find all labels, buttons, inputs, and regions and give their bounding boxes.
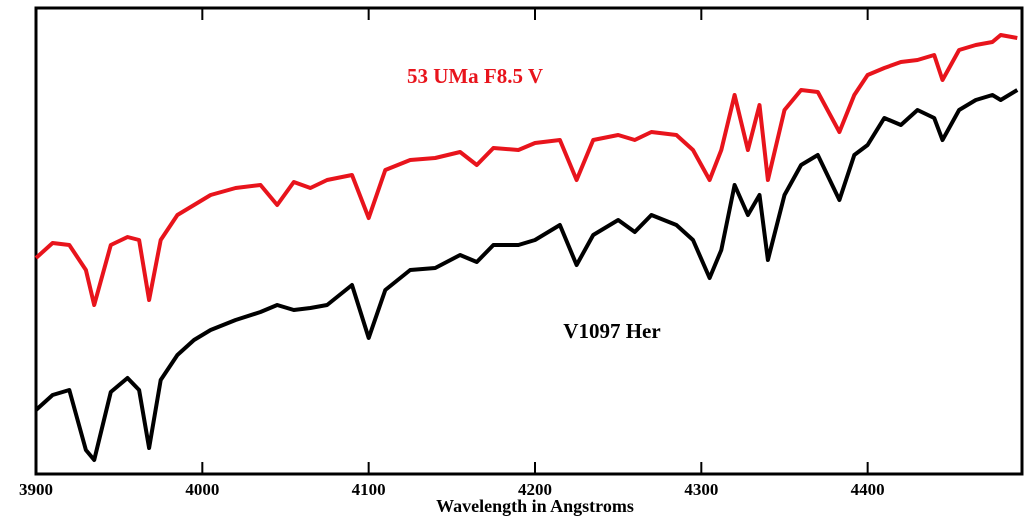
series-label: V1097 Her <box>563 319 660 343</box>
spectrum-line <box>34 33 1018 307</box>
spectrum-line <box>34 88 1019 462</box>
x-tick-label: 4400 <box>851 480 885 499</box>
x-tick-label: 4200 <box>518 480 552 499</box>
x-tick-label: 3900 <box>19 480 53 499</box>
x-tick-label: 4000 <box>185 480 219 499</box>
x-tick-label: 4100 <box>352 480 386 499</box>
x-axis-label: Wavelength in Angstroms <box>436 496 634 516</box>
x-tick-label: 4300 <box>684 480 718 499</box>
series-label: 53 UMa F8.5 V <box>407 64 543 88</box>
plot-frame <box>34 6 1024 476</box>
